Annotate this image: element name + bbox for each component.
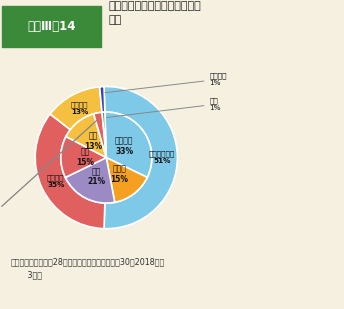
Text: 販売部門
35%: 販売部門 35%: [47, 175, 65, 188]
Text: 森林整備部門
51%: 森林整備部門 51%: [149, 151, 175, 164]
Text: 指導部門
1%: 指導部門 1%: [105, 73, 227, 93]
Text: 森林整備
33%: 森林整備 33%: [115, 136, 133, 156]
Text: 林産
21%: 林産 21%: [88, 167, 106, 186]
Wedge shape: [106, 158, 147, 202]
Text: 加工
13%: 加工 13%: [84, 131, 102, 151]
Wedge shape: [61, 137, 106, 177]
Text: 資料Ⅲ－14: 資料Ⅲ－14: [28, 20, 76, 33]
Wedge shape: [94, 112, 106, 158]
Text: 森林組合における事業取扱高の
割合: 森林組合における事業取扱高の 割合: [108, 1, 201, 25]
Wedge shape: [100, 87, 105, 112]
Wedge shape: [35, 114, 105, 229]
Wedge shape: [105, 112, 152, 177]
Wedge shape: [102, 112, 106, 158]
Text: 販売
15%: 販売 15%: [76, 148, 94, 167]
Wedge shape: [65, 158, 115, 203]
FancyBboxPatch shape: [2, 6, 101, 47]
Wedge shape: [50, 87, 102, 130]
Wedge shape: [66, 114, 106, 158]
Text: 購買
3%: 購買 3%: [0, 120, 97, 223]
Text: 加工部門
13%: 加工部門 13%: [71, 102, 88, 116]
Text: 購買
3%: 購買 3%: [0, 120, 97, 223]
Text: 利用等
15%: 利用等 15%: [110, 165, 128, 184]
Wedge shape: [104, 87, 178, 229]
Text: 指導
1%: 指導 1%: [107, 97, 221, 117]
Text: 資料：林野庁「平成28年度森林組合統計」（平成30（2018）年
       3月）: 資料：林野庁「平成28年度森林組合統計」（平成30（2018）年 3月）: [10, 258, 164, 279]
